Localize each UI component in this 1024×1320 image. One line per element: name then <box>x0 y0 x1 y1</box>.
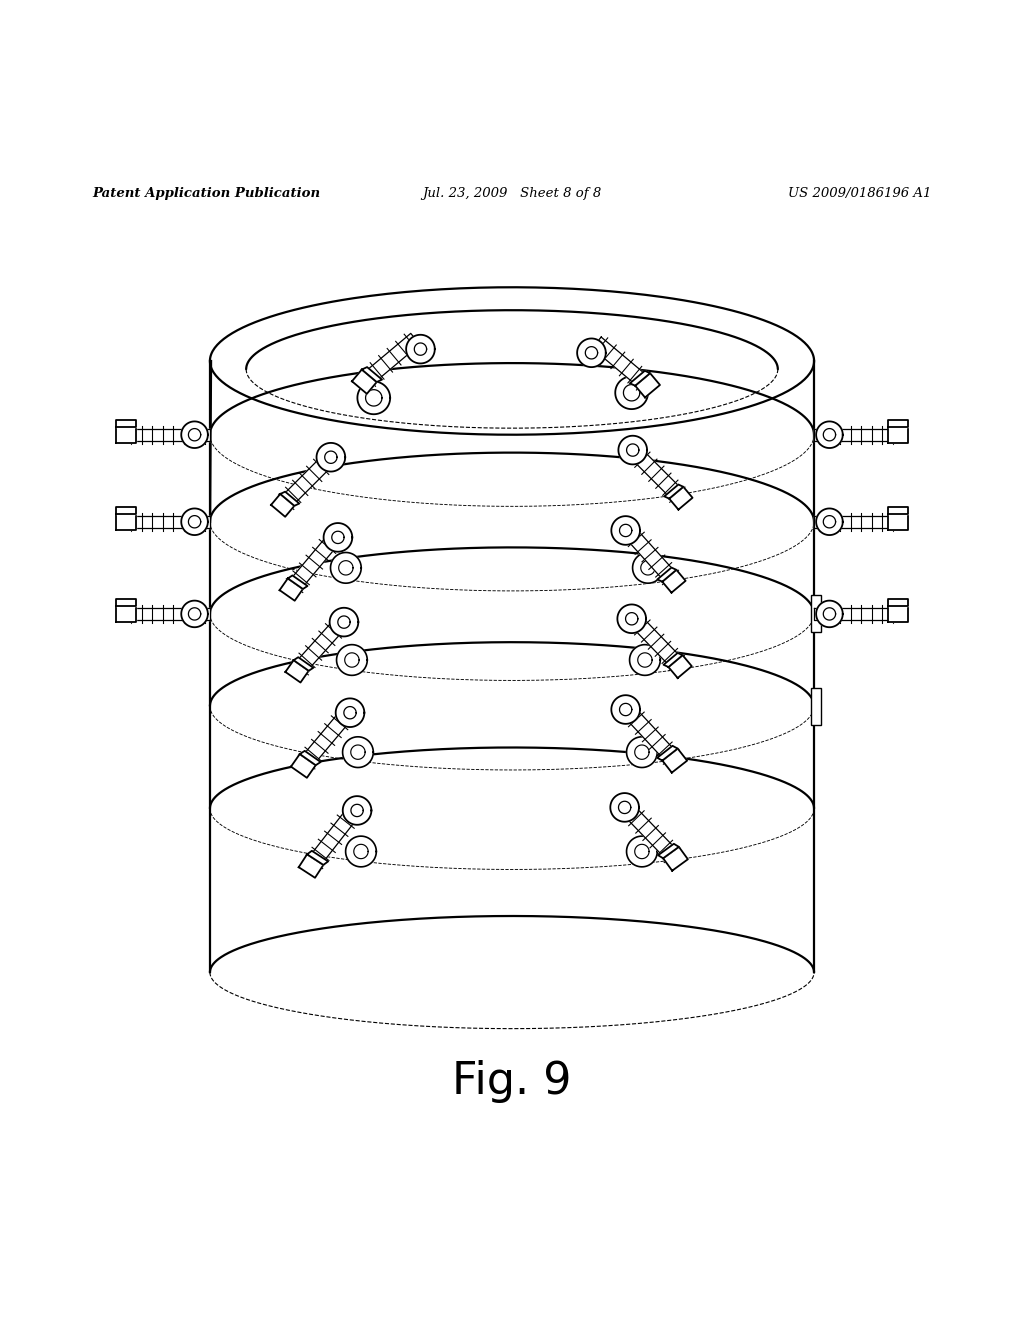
Polygon shape <box>888 420 908 426</box>
Polygon shape <box>126 607 210 620</box>
Polygon shape <box>888 606 908 622</box>
Polygon shape <box>633 553 664 583</box>
Polygon shape <box>611 696 640 723</box>
Polygon shape <box>663 570 686 593</box>
Polygon shape <box>359 334 420 387</box>
Polygon shape <box>617 605 646 634</box>
Polygon shape <box>352 370 377 393</box>
Polygon shape <box>658 843 679 858</box>
Polygon shape <box>627 737 657 767</box>
Bar <box>811 595 821 632</box>
Polygon shape <box>337 644 368 676</box>
Polygon shape <box>578 338 606 367</box>
Polygon shape <box>281 491 299 506</box>
Polygon shape <box>286 537 336 594</box>
Polygon shape <box>288 576 307 589</box>
Polygon shape <box>116 513 136 529</box>
Polygon shape <box>116 420 136 426</box>
Polygon shape <box>888 599 908 606</box>
Polygon shape <box>888 513 908 529</box>
Polygon shape <box>628 531 679 586</box>
Polygon shape <box>181 421 208 447</box>
Polygon shape <box>630 371 650 385</box>
Polygon shape <box>278 458 330 511</box>
Polygon shape <box>615 376 648 409</box>
Polygon shape <box>116 599 136 606</box>
Polygon shape <box>116 507 136 513</box>
Polygon shape <box>307 851 328 865</box>
Polygon shape <box>126 516 210 528</box>
Polygon shape <box>634 619 685 672</box>
Text: US 2009/0186196 A1: US 2009/0186196 A1 <box>788 187 932 199</box>
Polygon shape <box>611 516 640 545</box>
Polygon shape <box>816 508 843 535</box>
Polygon shape <box>116 606 136 622</box>
Polygon shape <box>628 809 681 863</box>
Polygon shape <box>357 381 390 414</box>
Polygon shape <box>181 508 208 535</box>
Polygon shape <box>330 607 358 636</box>
Polygon shape <box>888 426 908 444</box>
Polygon shape <box>670 487 692 510</box>
Polygon shape <box>814 516 898 528</box>
Polygon shape <box>635 374 659 397</box>
Polygon shape <box>407 335 435 363</box>
Polygon shape <box>271 494 294 517</box>
Polygon shape <box>627 836 657 867</box>
Polygon shape <box>331 553 361 583</box>
Polygon shape <box>664 847 688 871</box>
Polygon shape <box>336 698 365 727</box>
Polygon shape <box>610 793 639 822</box>
Polygon shape <box>814 607 898 620</box>
Polygon shape <box>299 854 324 878</box>
Polygon shape <box>292 623 342 676</box>
Polygon shape <box>298 714 348 771</box>
Polygon shape <box>324 523 352 552</box>
Polygon shape <box>343 737 374 767</box>
Text: Fig. 9: Fig. 9 <box>453 1060 571 1104</box>
Polygon shape <box>181 601 208 627</box>
Polygon shape <box>657 568 677 582</box>
Polygon shape <box>280 578 303 601</box>
Polygon shape <box>814 429 898 441</box>
Polygon shape <box>361 367 382 381</box>
Polygon shape <box>126 429 210 441</box>
Polygon shape <box>346 836 377 867</box>
Polygon shape <box>816 421 843 447</box>
Polygon shape <box>816 601 843 627</box>
Polygon shape <box>286 660 308 682</box>
Polygon shape <box>618 436 647 465</box>
Polygon shape <box>291 754 315 777</box>
Polygon shape <box>664 653 683 667</box>
Text: Patent Application Publication: Patent Application Publication <box>92 187 321 199</box>
Polygon shape <box>663 748 687 772</box>
Polygon shape <box>665 484 683 499</box>
Polygon shape <box>294 657 313 671</box>
Polygon shape <box>634 451 686 503</box>
Bar <box>811 688 821 725</box>
Text: Jul. 23, 2009   Sheet 8 of 8: Jul. 23, 2009 Sheet 8 of 8 <box>422 187 602 199</box>
Polygon shape <box>592 337 652 391</box>
Polygon shape <box>305 813 354 870</box>
Polygon shape <box>888 507 908 513</box>
Polygon shape <box>628 710 680 766</box>
Polygon shape <box>300 751 321 766</box>
Polygon shape <box>316 444 345 471</box>
Polygon shape <box>116 426 136 444</box>
Polygon shape <box>343 796 372 825</box>
Polygon shape <box>630 644 660 676</box>
Polygon shape <box>657 746 678 760</box>
Polygon shape <box>669 655 692 678</box>
